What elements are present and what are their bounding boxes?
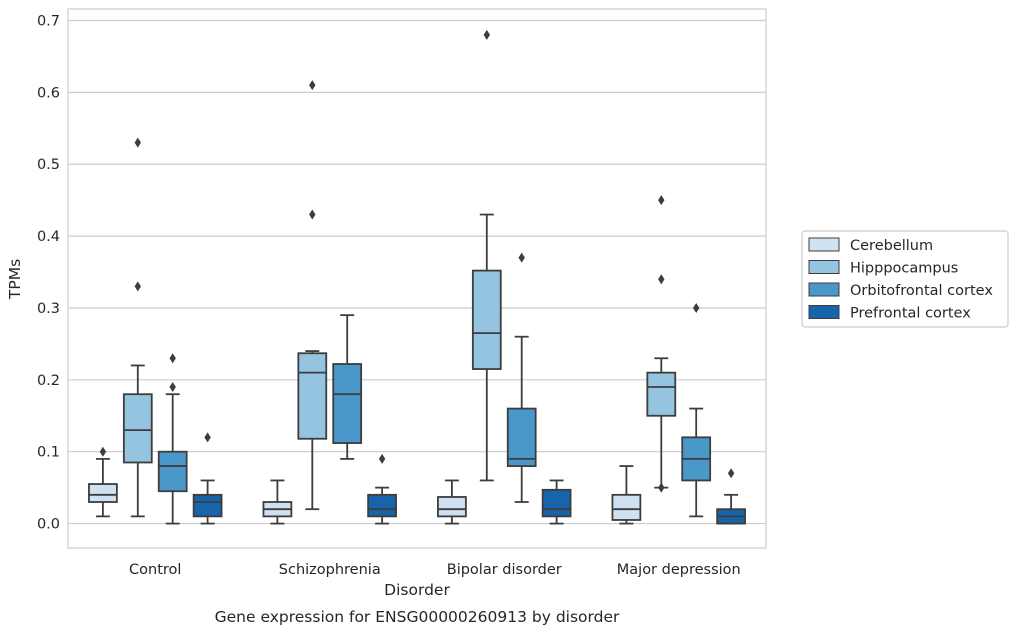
outlier-marker	[309, 209, 316, 220]
legend-label: Cerebellum	[850, 238, 933, 254]
box-element	[506, 252, 537, 503]
outlier-marker	[727, 468, 735, 479]
legend-label: Hipppocampus	[850, 261, 958, 277]
outlier-marker	[693, 302, 700, 313]
y-tick-label: 0.1	[37, 445, 60, 461]
outlier-marker	[658, 274, 665, 285]
box-iqr	[367, 493, 397, 518]
y-tick-label: 0.7	[37, 13, 60, 29]
box-element	[88, 446, 118, 518]
x-axis-label: Disorder	[384, 581, 450, 599]
x-tick-label: Major depression	[617, 562, 741, 578]
y-tick-labels: 0.0 0.1 0.2 0.3 0.4 0.5 0.6 0.7	[37, 13, 60, 532]
legend-swatch	[808, 237, 840, 252]
box-element	[611, 465, 642, 525]
box-iqr	[192, 493, 223, 518]
x-tick-label: Schizophrenia	[279, 562, 381, 578]
chart-caption: Gene expression for ENSG00000260913 by d…	[215, 608, 620, 626]
y-tick-label: 0.6	[37, 85, 60, 101]
y-tick-label: 0.0	[37, 517, 60, 533]
box-iqr	[437, 496, 467, 518]
outlier-marker	[169, 382, 176, 393]
series-hipppocampus	[122, 29, 677, 518]
outlier-marker	[518, 252, 525, 263]
box-iqr	[122, 393, 153, 464]
box-iqr	[541, 488, 572, 518]
box-element	[262, 479, 293, 525]
plot-frame	[67, 8, 767, 549]
legend-swatch	[808, 282, 840, 297]
y-tick-label: 0.4	[37, 229, 60, 245]
x-tick-label: Control	[129, 562, 181, 578]
box-iqr	[332, 363, 363, 444]
y-tick-label: 0.3	[37, 301, 60, 317]
y-axis-label: TPMs	[6, 259, 24, 300]
outlier-marker	[658, 482, 665, 493]
legend: Cerebellum Hipppocampus Orbitofrontal cort…	[801, 230, 1009, 328]
box-element	[437, 479, 467, 525]
box-element	[541, 479, 572, 525]
outlier-marker	[204, 432, 211, 443]
y-tick-label: 0.5	[37, 157, 60, 173]
box-iqr	[88, 483, 118, 503]
box-element	[157, 353, 188, 525]
box-iqr	[297, 352, 328, 440]
box-element	[471, 29, 502, 482]
x-tick-label: Bipolar disorder	[447, 562, 562, 578]
outlier-marker	[134, 137, 141, 148]
series-prefrontal-cortex	[192, 432, 746, 525]
box-iqr	[506, 407, 537, 467]
box-element	[297, 80, 328, 511]
box-element	[716, 468, 746, 525]
box-element	[367, 453, 397, 525]
box-element	[192, 432, 223, 525]
box-element	[681, 302, 712, 518]
box-plot-groups	[88, 29, 746, 525]
legend-label: Prefrontal cortex	[850, 306, 971, 322]
series-orbitofrontal-cortex	[157, 252, 712, 525]
legend-swatch	[808, 260, 840, 274]
box-element	[122, 137, 153, 518]
outlier-marker	[658, 195, 665, 206]
box-iqr	[157, 450, 188, 493]
box-iqr	[646, 371, 677, 417]
box-iqr	[471, 269, 502, 370]
legend-frame	[801, 230, 1009, 328]
box-iqr	[611, 493, 642, 521]
y-tick-label: 0.2	[37, 373, 60, 389]
legend-swatch	[808, 305, 840, 319]
box-element	[332, 314, 363, 460]
outlier-marker	[378, 453, 386, 464]
legend-label: Orbitofrontal cortex	[850, 283, 993, 299]
outlier-marker	[309, 80, 316, 91]
outlier-marker	[483, 29, 490, 40]
outlier-marker	[134, 281, 141, 292]
box-element	[646, 195, 677, 493]
x-tick-labels: Control Schizophrenia Bipolar disorder Majo…	[129, 562, 741, 578]
series-cerebellum	[88, 446, 642, 525]
outlier-marker	[169, 353, 176, 364]
outlier-marker	[99, 446, 107, 457]
